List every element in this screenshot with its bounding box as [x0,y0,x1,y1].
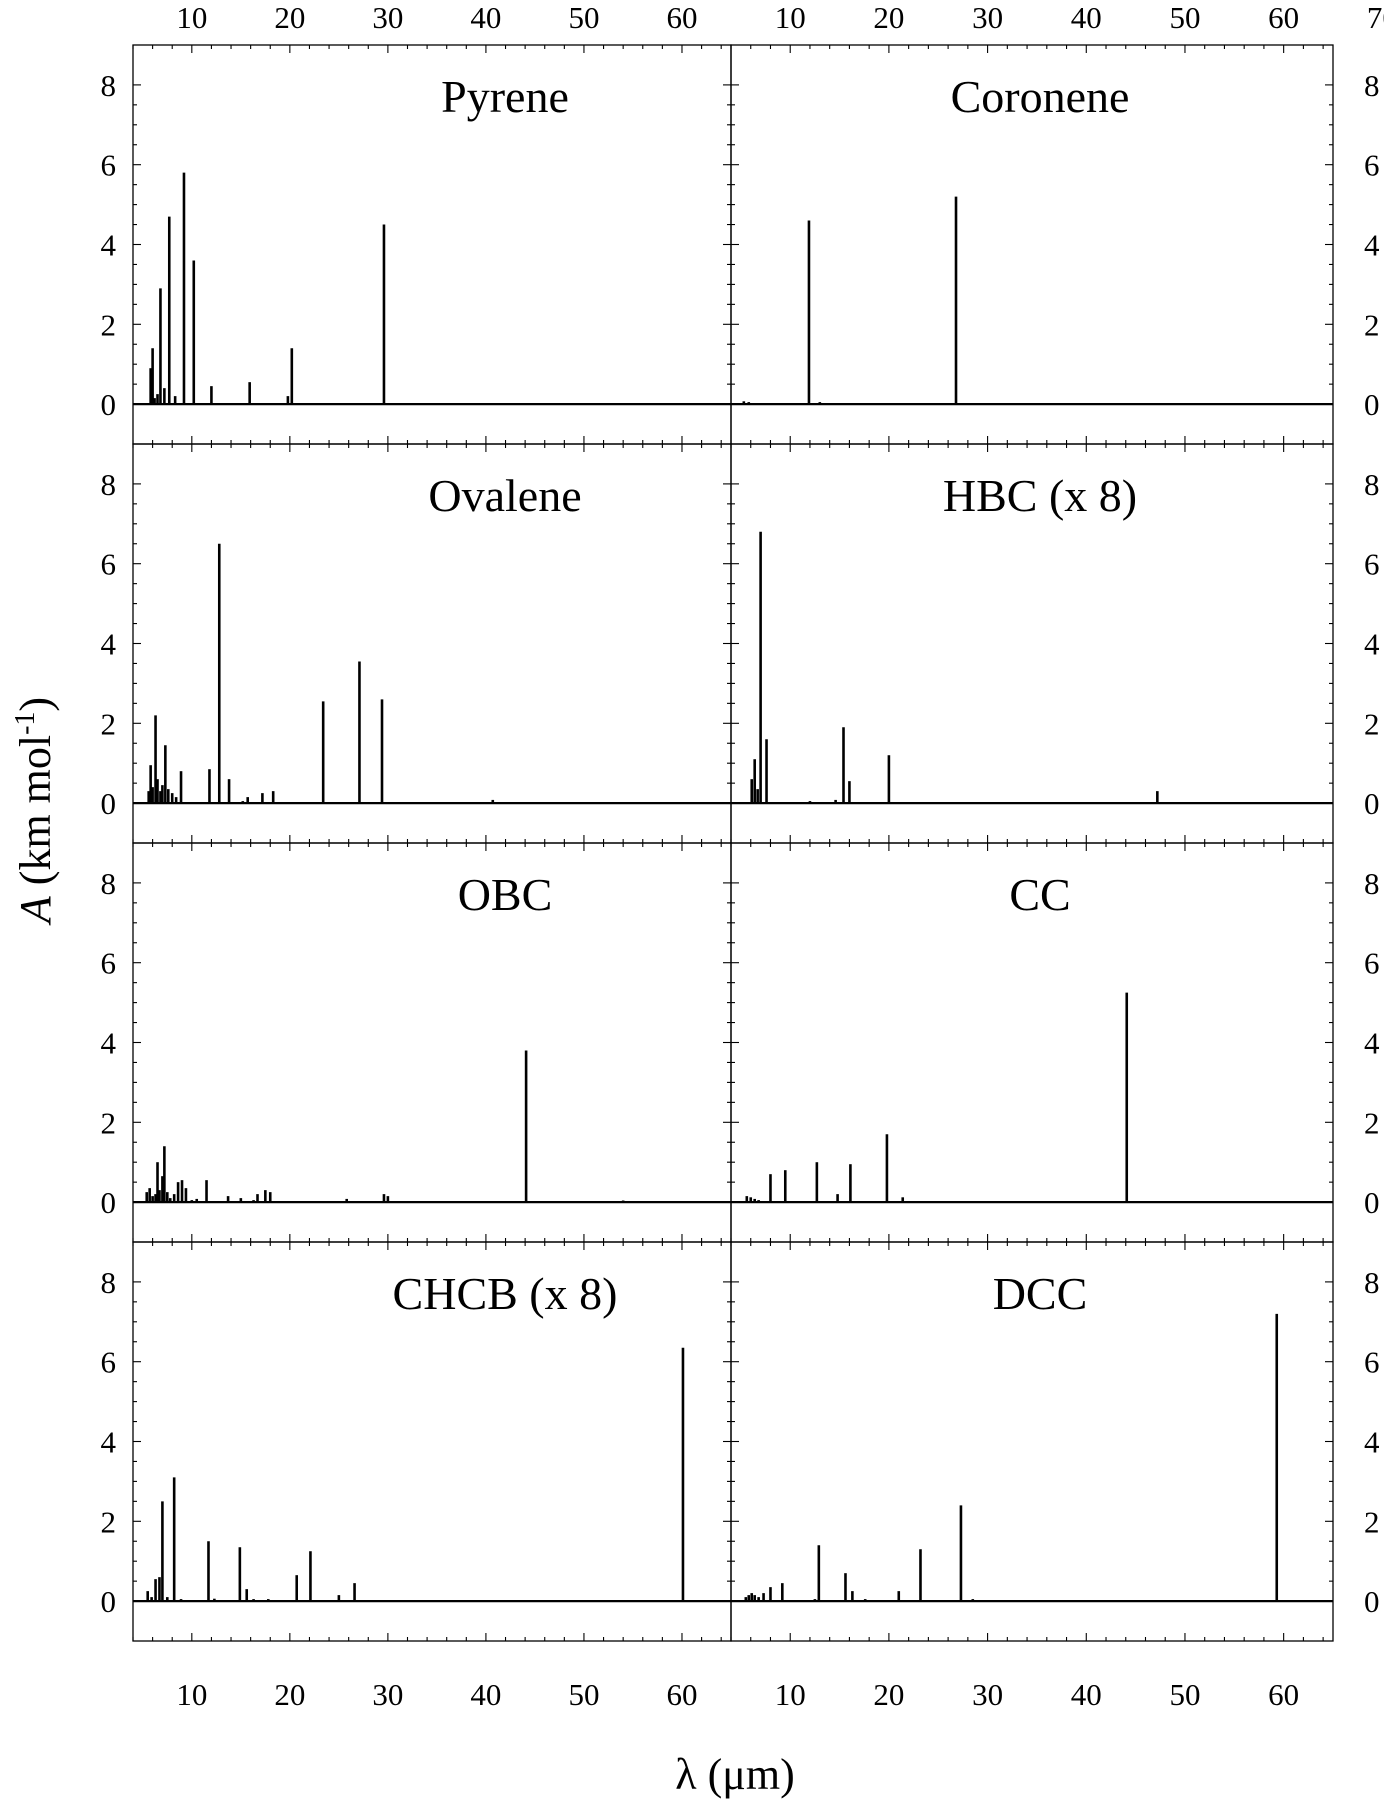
y-tick-label-left: 0 [101,1584,117,1619]
y-tick-label-right: 8 [1364,467,1380,502]
y-tick-label-right: 4 [1364,1026,1380,1061]
panel-title: Pyrene [441,71,569,122]
x-tick-label: 20 [873,0,904,35]
x-tick-label: 20 [274,0,305,35]
y-tick-label-right: 2 [1364,307,1380,342]
y-tick-label-left: 2 [101,1105,117,1140]
y-tick-label-left: 6 [101,148,117,183]
panel-title: HBC (x 8) [943,470,1137,521]
y-tick-label-right: 0 [1364,1584,1380,1619]
y-tick-label-left: 4 [101,627,117,662]
x-tick-label: 60 [666,0,697,35]
y-tick-label-right: 4 [1364,228,1380,263]
panel-obc: OBC [132,842,732,1243]
y-tick-label-left: 4 [101,1425,117,1460]
panel-pyrene: Pyrene [132,44,732,445]
panel-dcc: DCC [730,1241,1334,1642]
y-tick-label-left: 8 [101,467,117,502]
x-tick-label: 50 [568,0,599,35]
x-tick-label: 10 [176,1677,207,1712]
panel-coronene: Coronene [730,44,1334,445]
x-tick-label: 40 [1071,0,1102,35]
y-tick-label-right: 4 [1364,627,1380,662]
y-tick-label-right: 2 [1364,706,1380,741]
panel-ovalene: Ovalene [132,443,732,844]
y-tick-label-right: 2 [1364,1105,1380,1140]
y-tick-label-left: 8 [101,866,117,901]
x-axis-label: λ (μm) [675,1750,794,1799]
y-tick-label-right: 6 [1364,547,1380,582]
y-tick-label-right: 6 [1364,1345,1380,1380]
x-tick-label: 30 [372,1677,403,1712]
panel-title: Coronene [951,71,1130,122]
y-tick-label-left: 2 [101,1504,117,1539]
x-tick-label: 60 [1268,0,1299,35]
panel-title: CC [1009,869,1070,920]
x-tick-label: 70 [1367,0,1384,35]
y-tick-label-left: 0 [101,786,117,821]
y-tick-label-left: 8 [101,1265,117,1300]
y-tick-label-left: 0 [101,387,117,422]
panel-title: CHCB (x 8) [393,1268,618,1319]
panel-hbc-x-8: HBC (x 8) [730,443,1334,844]
y-tick-label-right: 6 [1364,946,1380,981]
y-tick-label-right: 6 [1364,148,1380,183]
y-tick-label-right: 8 [1364,68,1380,103]
x-tick-label: 50 [568,1677,599,1712]
y-tick-label-left: 2 [101,307,117,342]
panel-cc: CC [730,842,1334,1243]
y-tick-label-left: 2 [101,706,117,741]
x-tick-label: 20 [873,1677,904,1712]
x-tick-label: 30 [372,0,403,35]
x-tick-label: 10 [775,1677,806,1712]
panel-frame [132,44,732,445]
x-tick-label: 10 [775,0,806,35]
x-tick-label: 60 [1268,1677,1299,1712]
y-tick-label-left: 0 [101,1185,117,1220]
x-tick-label: 40 [470,1677,501,1712]
y-tick-label-right: 8 [1364,866,1380,901]
panel-frame [132,842,732,1243]
y-tick-label-left: 6 [101,547,117,582]
y-tick-label-left: 4 [101,1026,117,1061]
panel-grid: Pyrene Coronene Ovalene HBC (x 8) OBC CC CHCB … [132,44,1334,1642]
y-tick-label-left: 6 [101,1345,117,1380]
panel-title: Ovalene [428,470,581,521]
panel-title: DCC [993,1268,1088,1319]
y-tick-label-right: 0 [1364,786,1380,821]
x-tick-label: 40 [470,0,501,35]
x-tick-label: 40 [1071,1677,1102,1712]
y-axis-label: A (km mol-1) [10,697,60,926]
x-tick-label: 60 [666,1677,697,1712]
y-tick-label-right: 0 [1364,387,1380,422]
panel-chcb-x-8: CHCB (x 8) [132,1241,732,1642]
x-tick-label: 50 [1169,0,1200,35]
y-tick-label-right: 8 [1364,1265,1380,1300]
x-tick-label: 10 [176,0,207,35]
y-tick-label-left: 6 [101,946,117,981]
y-tick-label-left: 8 [101,68,117,103]
panel-title: OBC [458,869,553,920]
x-tick-label: 20 [274,1677,305,1712]
y-tick-label-right: 0 [1364,1185,1380,1220]
x-tick-label: 30 [972,0,1003,35]
x-tick-label: 30 [972,1677,1003,1712]
y-tick-label-right: 2 [1364,1504,1380,1539]
axis-ticks: 1020304050601020304050607010203040506010… [101,0,1384,1712]
y-tick-label-left: 4 [101,228,117,263]
x-tick-label: 50 [1169,1677,1200,1712]
y-tick-label-right: 4 [1364,1425,1380,1460]
